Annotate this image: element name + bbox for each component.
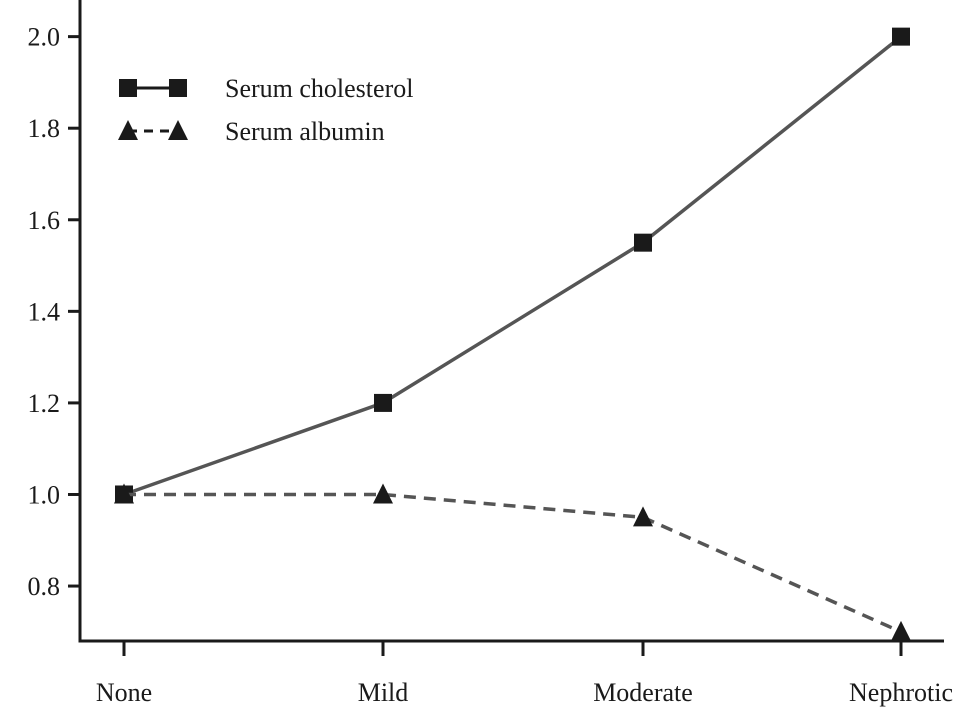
series-layer	[114, 27, 911, 641]
series-serum-cholesterol	[115, 27, 910, 504]
y-tick-label-1-0: 1.0	[28, 480, 61, 509]
y-tick-label-1-4: 1.4	[28, 297, 61, 326]
x-tick-label-moderate: Moderate	[593, 678, 693, 707]
x-tick-label-mild: Mild	[358, 678, 409, 707]
legend-label-serum-albumin: Serum albumin	[225, 117, 385, 146]
legend-item-serum-albumin: Serum albumin	[118, 117, 385, 146]
legend-item-serum-cholesterol: Serum cholesterol	[119, 74, 413, 103]
x-ticks: None Mild Moderate Nephrotic	[96, 641, 953, 707]
series-serum-albumin	[114, 483, 911, 641]
point-serum-albumin-none	[114, 483, 134, 504]
y-tick-label-1-2: 1.2	[28, 389, 61, 418]
point-serum-cholesterol-moderate	[634, 233, 652, 252]
point-serum-albumin-nephrotic	[891, 620, 911, 641]
point-serum-cholesterol-nephrotic	[892, 27, 910, 46]
y-tick-label-1-6: 1.6	[28, 206, 61, 235]
legend-marker-end-serum-albumin	[168, 120, 188, 140]
legend-marker-start-serum-albumin	[118, 120, 138, 140]
y-ticks: 0.8 1.0 1.2 1.4 1.6 1.8 2.0	[28, 23, 80, 601]
x-tick-label-nephrotic: Nephrotic	[849, 678, 953, 707]
legend-label-serum-cholesterol: Serum cholesterol	[225, 74, 413, 103]
y-tick-label-0-8: 0.8	[28, 572, 61, 601]
x-tick-label-none: None	[96, 678, 152, 707]
y-tick-label-2-0: 2.0	[28, 23, 61, 52]
series-line-serum-cholesterol	[123, 35, 903, 497]
point-serum-albumin-mild	[373, 483, 393, 504]
point-serum-albumin-moderate	[633, 506, 653, 527]
point-serum-cholesterol-mild	[374, 393, 392, 412]
legend: Serum cholesterol Serum albumin	[118, 74, 413, 146]
y-tick-label-1-8: 1.8	[28, 114, 61, 143]
series-line-serum-albumin	[124, 492, 902, 634]
legend-marker-start-serum-cholesterol	[119, 79, 137, 97]
legend-marker-end-serum-cholesterol	[169, 79, 187, 97]
